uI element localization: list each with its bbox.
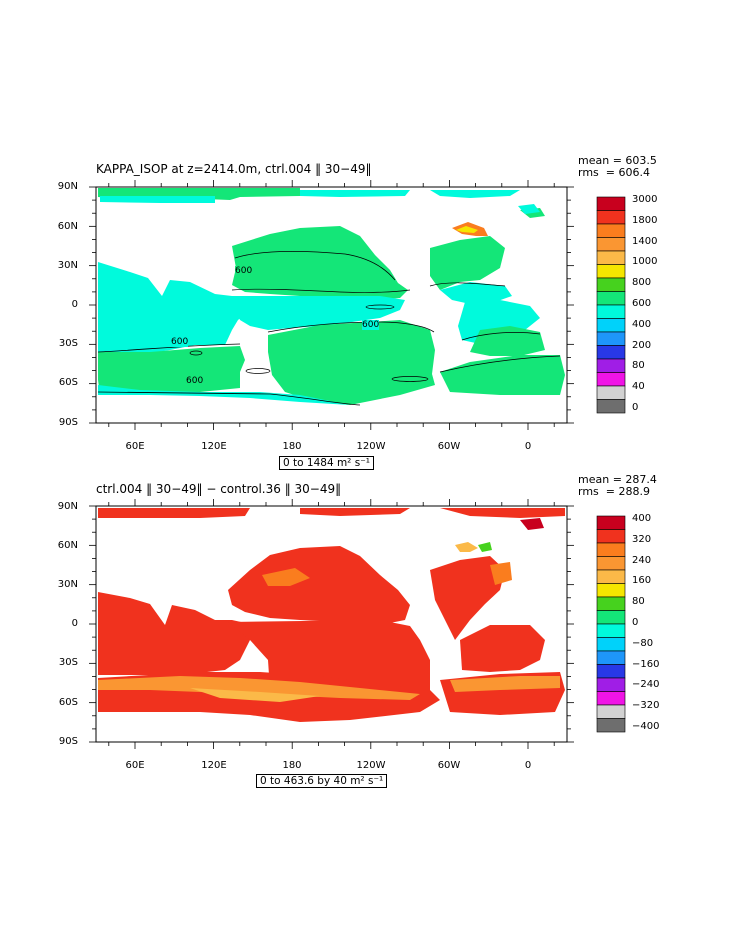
colorbar-swatch [596,196,626,211]
colorbar-label: 320 [632,533,652,545]
colorbar-swatch [596,331,626,346]
lon-label: 60W [437,760,461,771]
lon-label: 60W [437,441,461,452]
colorbar-label: −320 [632,700,660,712]
colorbar-label: 0 [632,617,639,628]
colorbar-swatch [596,223,626,238]
colorbar-swatch [596,237,626,252]
range-label: 0 to 1484 m² s⁻¹ [279,456,374,470]
colorbar-swatch [596,529,626,544]
colorbar-swatch [596,610,626,625]
lat-label: 60N [57,540,78,551]
lon-label: 120E [201,760,227,771]
lat-label: 90S [58,736,78,747]
colorbar-label: 3000 [632,194,658,205]
rms-value: rms = 288.9 [578,485,650,498]
colorbar-label: 80 [632,360,645,372]
colorbar-label: −240 [632,679,660,691]
colorbar-label: 1400 [632,235,658,247]
ocean-field-bottom [98,508,565,722]
lat-label: 60S [58,697,78,708]
lat-label: 30S [58,338,78,349]
colorbar-swatch [596,210,626,225]
colorbar-swatch [596,277,626,292]
colorbar-swatch [596,664,626,679]
colorbar-swatch [596,250,626,265]
lat-label: 30S [58,657,78,668]
mean-value: mean = 287.4 [578,473,657,486]
colorbar-swatch [596,372,626,387]
lon-label: 0 [524,760,532,771]
colorbar-swatch [596,385,626,400]
colorbar-label: 160 [632,575,652,587]
colorbar-label: −160 [632,658,660,670]
colorbar-label: 400 [632,318,652,330]
lat-label: 0 [71,618,78,629]
colorbar-label: 240 [632,554,652,566]
lon-label: 0 [524,441,532,452]
ocean-field-top [97,188,565,406]
colorbar-swatch [596,623,626,638]
colorbar-label: 0 [632,402,639,413]
lon-label: 180 [282,760,302,771]
colorbar-swatch [596,637,626,652]
colorbar-swatch [596,345,626,360]
rms-value: rms = 606.4 [578,166,650,179]
colorbar-swatch [596,691,626,706]
colorbar-swatch [596,542,626,557]
contour-label: 600 [235,266,253,276]
map-axes [89,180,574,749]
lon-label: 120E [201,441,227,452]
contour-label: 600 [362,320,380,330]
colorbar-swatch [596,399,626,414]
colorbar-label: 1000 [632,256,658,268]
mean-value: mean = 603.5 [578,154,657,167]
colorbar-swatch [596,318,626,333]
lon-label: 180 [282,441,302,452]
lat-label: 90S [58,417,78,428]
lat-label: 60S [58,377,78,388]
lat-label: 60N [57,221,78,232]
lon-label: 120W [356,441,386,452]
lat-label: 90N [57,181,78,192]
lon-label: 60E [125,760,145,771]
colorbar-label: 40 [632,381,645,393]
lat-label: 30N [57,260,78,271]
colorbar-swatch [596,677,626,692]
colorbar-swatch [596,515,626,530]
panel-title: KAPPA_ISOP at z=2414.0m, ctrl.004 ‖ 30−4… [96,162,372,176]
lat-label: 0 [71,299,78,310]
colorbar-label: 600 [632,298,652,309]
panel-title: ctrl.004 ‖ 30−49‖ − control.36 ‖ 30−49‖ [96,482,342,496]
colorbar-label: −80 [632,637,654,649]
colorbar-swatch [596,358,626,373]
colorbar-swatch [596,264,626,279]
colorbar-label: 80 [632,596,645,608]
colorbar-label: 200 [632,339,652,351]
lat-label: 30N [57,579,78,590]
colorbar-label: 800 [632,277,652,289]
colorbars [596,196,626,733]
colorbar-swatch [596,569,626,584]
colorbar-swatch [596,718,626,733]
colorbar-swatch [596,583,626,598]
colorbar-swatch [596,704,626,719]
colorbar-swatch [596,650,626,665]
contour-label: 600 [186,376,204,386]
colorbar-label: −400 [632,721,660,732]
lon-label: 120W [356,760,386,771]
range-label: 0 to 463.6 by 40 m² s⁻¹ [256,774,388,788]
lat-label: 90N [57,501,78,512]
contour-label: 600 [171,337,189,347]
colorbar-label: 1800 [632,214,658,226]
colorbar-swatch [596,304,626,319]
colorbar-swatch [596,556,626,571]
colorbar-swatch [596,596,626,611]
colorbar-swatch [596,291,626,306]
colorbar-label: 400 [632,513,652,524]
lon-label: 60E [125,441,145,452]
